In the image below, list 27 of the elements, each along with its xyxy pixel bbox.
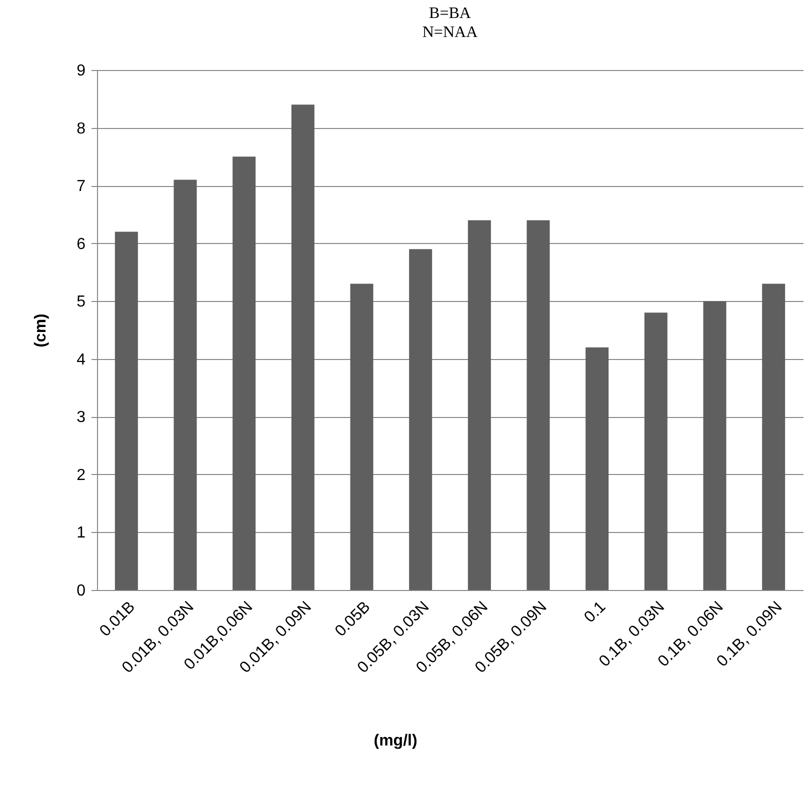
bar <box>703 301 726 590</box>
bar <box>232 156 256 590</box>
y-tick-label: 8 <box>76 120 86 138</box>
bar <box>586 347 609 590</box>
bar <box>468 220 491 590</box>
y-tick-label: 9 <box>76 62 86 80</box>
y-tick-label: 5 <box>76 294 86 311</box>
y-tick-label: 4 <box>76 351 86 368</box>
y-tick-label: 2 <box>76 466 86 484</box>
x-tick-label: 0.1 <box>581 598 610 626</box>
bar <box>526 220 550 590</box>
bar <box>644 312 668 590</box>
y-axis-title: (cm) <box>32 314 50 348</box>
y-tick-label: 3 <box>76 409 86 426</box>
chart-title: B=BA <box>429 5 472 22</box>
bar <box>114 232 138 590</box>
bar <box>762 284 786 590</box>
y-tick-label: 7 <box>76 178 86 196</box>
bar <box>409 249 432 590</box>
x-axis-title: (mg/l) <box>374 732 418 750</box>
y-tick-label: 6 <box>76 236 86 253</box>
y-tick-label: 0 <box>76 582 86 600</box>
y-tick-label: 1 <box>76 524 86 542</box>
bar <box>350 284 374 590</box>
chart-subtitle: N=NAA <box>422 24 478 41</box>
bar <box>174 180 197 590</box>
bar <box>291 104 314 590</box>
